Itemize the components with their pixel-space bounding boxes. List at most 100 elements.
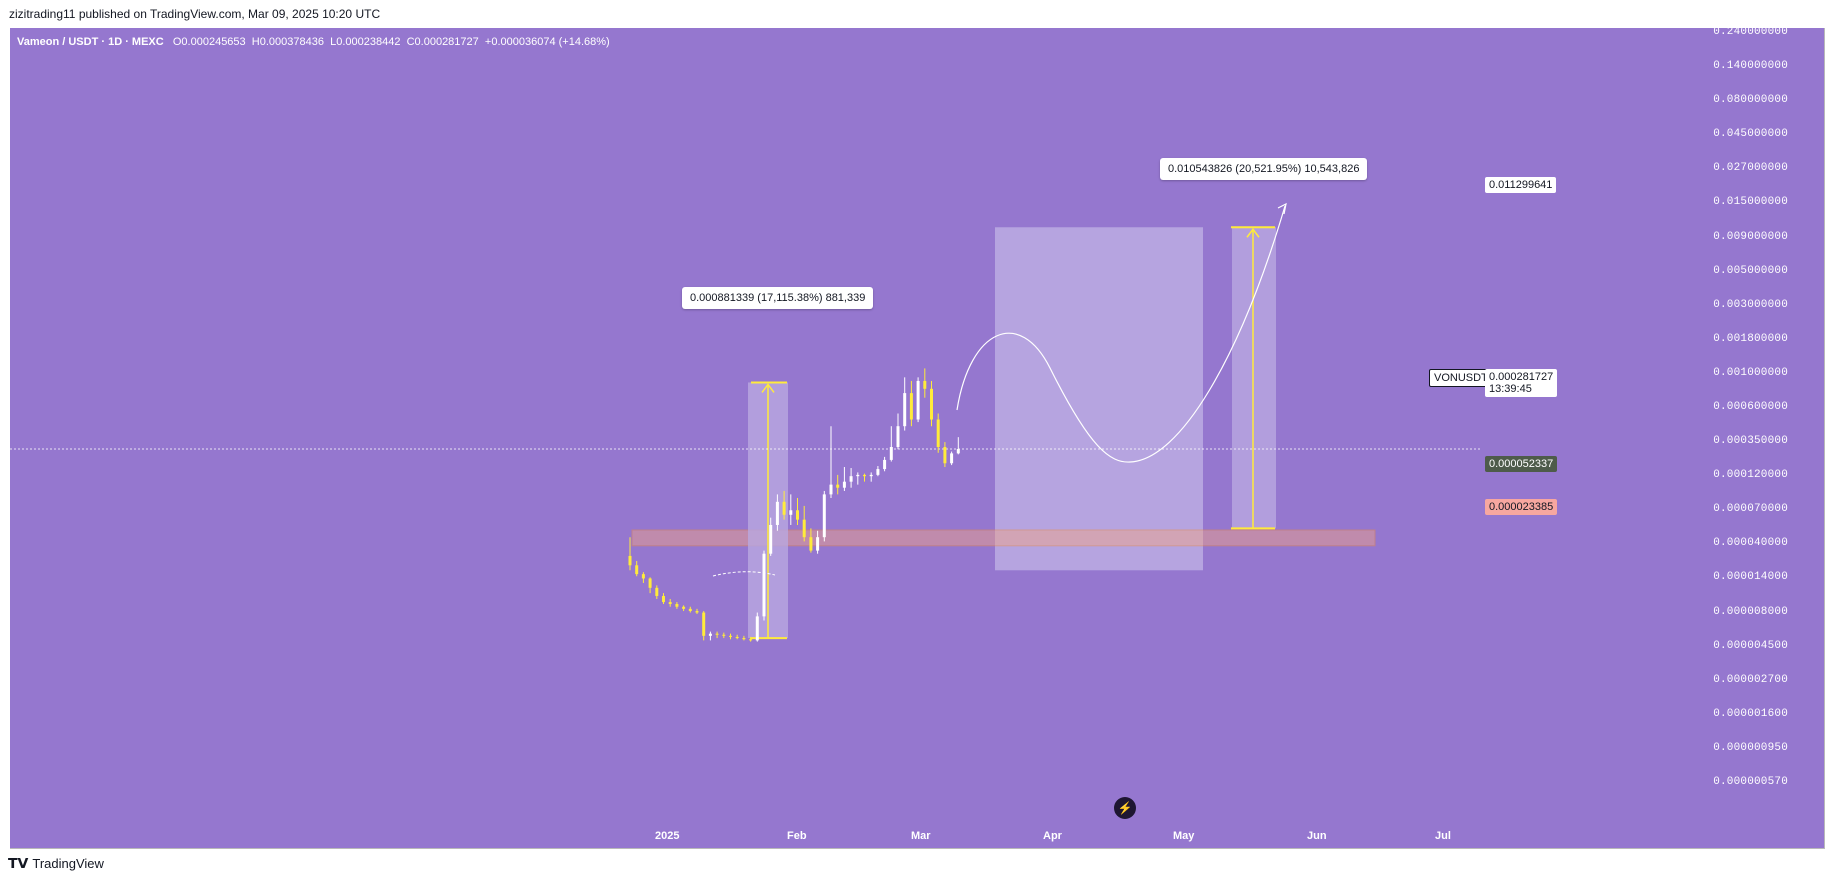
projection-curve — [956, 205, 1286, 463]
price-tick-label: 0.000000570 — [1713, 776, 1788, 788]
candle-body — [769, 524, 773, 554]
measure-box-2 — [1232, 227, 1276, 529]
candle-body — [849, 476, 853, 482]
candle-body — [635, 565, 639, 575]
ohlc-close: C0.000281727 — [406, 36, 479, 48]
chart-canvas[interactable] — [10, 28, 1825, 849]
candle-body — [662, 595, 665, 603]
candle-body — [816, 537, 820, 551]
measure-2-arrowhead — [1246, 228, 1260, 238]
price-tick-label: 0.000014000 — [1713, 571, 1788, 584]
zone-top-tag: 0.000052337 — [1485, 456, 1558, 472]
tradingview-logo: 𝗧𝗩 — [8, 855, 29, 871]
price-tick-label: 0.001800000 — [1713, 332, 1788, 345]
price-tick-label: 0.000002700 — [1713, 673, 1788, 686]
lightning-icon[interactable]: ⚡ — [1114, 797, 1136, 819]
price-tick-label: 0.000001600 — [1713, 707, 1788, 720]
price-tick-label: 0.080000000 — [1713, 94, 1788, 107]
candle-body — [695, 611, 699, 613]
candle-body — [675, 604, 679, 607]
candle-body — [735, 636, 739, 639]
candle-body — [930, 388, 933, 420]
candle-body — [842, 481, 846, 488]
candle-body — [715, 633, 719, 635]
support-zone-box — [631, 529, 1376, 547]
time-tick-label: Mar — [911, 830, 931, 842]
candle-body — [896, 426, 900, 448]
footer-brand: TradingView — [32, 856, 104, 871]
candle-body — [903, 393, 907, 427]
price-tick-label: 0.000350000 — [1713, 435, 1788, 448]
candle-body — [789, 510, 793, 515]
ohlc-change: +0.000036074 (+14.68%) — [484, 36, 610, 48]
time-tick-label: Feb — [787, 830, 807, 842]
price-tick-label: 0.000004500 — [1713, 639, 1788, 652]
candle-body — [782, 501, 786, 515]
candle-body — [749, 639, 753, 641]
candle-body — [809, 537, 813, 551]
measure-1-arrowhead — [761, 383, 775, 393]
candle-body — [822, 494, 826, 538]
zone-bottom-tag: 0.000023385 — [1485, 499, 1558, 515]
candle-body — [836, 484, 840, 488]
candle-body — [682, 606, 686, 609]
price-tick-label: 0.000120000 — [1713, 469, 1788, 482]
price-tick-label: 0.009000000 — [1713, 230, 1788, 243]
time-tick-label: Apr — [1043, 830, 1062, 842]
measure-callout-2: 0.010543826 (20,521.95%) 10,543,826 — [1160, 158, 1368, 180]
price-tick-label: 0.000070000 — [1713, 503, 1788, 516]
base-dotted-curve — [712, 571, 776, 577]
candle-body — [869, 474, 873, 477]
candle-body — [936, 419, 940, 448]
candle-body — [943, 447, 947, 464]
candle-body — [722, 634, 726, 636]
price-tick-label: 0.000600000 — [1713, 401, 1788, 413]
measure-callout-1: 0.000881339 (17,115.38%) 881,339 — [682, 287, 874, 309]
symbol-tag: VONUSDT — [1429, 369, 1493, 387]
projection-box — [995, 227, 1203, 571]
candle-body — [923, 380, 927, 389]
price-tick-label: 0.003000000 — [1713, 298, 1788, 311]
candle-body — [755, 616, 759, 641]
projection-arrowhead — [1277, 202, 1287, 215]
ohlc-low: L0.000238442 — [330, 36, 401, 48]
price-tick-label: 0.000008000 — [1713, 605, 1788, 618]
price-tick-label: 0.140000000 — [1713, 60, 1788, 73]
publish-bar: zizitrading11 published on TradingView.c… — [0, 0, 1835, 28]
price-tick-label: 0.027000000 — [1713, 162, 1788, 175]
candle-body — [641, 574, 645, 579]
price-tick-label: 0.000000950 — [1713, 741, 1788, 754]
price-tick-label: 0.001000000 — [1713, 366, 1788, 379]
candle-body — [648, 578, 652, 588]
symbol-name: Vameon / USDT · 1D · MEXC — [17, 36, 164, 48]
price-tick-label: 0.045000000 — [1713, 128, 1788, 141]
time-tick-label: Jun — [1307, 830, 1327, 842]
price-tick-label: 0.005000000 — [1713, 264, 1788, 277]
candle-body — [775, 501, 779, 525]
candle-body — [856, 474, 860, 477]
bar-countdown: 13:39:45 — [1489, 383, 1532, 395]
candle-body — [863, 474, 866, 477]
candle-body — [876, 469, 880, 475]
time-tick-label: Jul — [1435, 830, 1451, 842]
target-price-tag: 0.011299641 — [1485, 177, 1557, 193]
candle-body — [668, 602, 672, 605]
candle-body — [628, 555, 632, 566]
symbol-legend[interactable]: Vameon / USDT · 1D · MEXC O0.000245653 H… — [17, 36, 610, 48]
candle-body — [688, 608, 692, 612]
time-tick-label: 2025 — [655, 830, 680, 842]
candle-body — [702, 612, 706, 636]
candle-body — [883, 459, 887, 470]
time-tick-label: May — [1173, 830, 1195, 842]
candle-body — [762, 553, 766, 617]
candle-body — [889, 447, 893, 460]
candle-body — [829, 484, 833, 495]
candle-body — [742, 638, 746, 640]
footer: 𝗧𝗩 TradingView — [8, 855, 104, 872]
candle-body — [655, 587, 659, 596]
candle-body — [708, 633, 712, 636]
price-tick-label: 0.240000000 — [1713, 28, 1788, 38]
candle-body — [802, 519, 806, 538]
current-price: 0.000281727 — [1489, 371, 1554, 383]
chart-pane[interactable]: Vameon / USDT · 1D · MEXC O0.000245653 H… — [10, 28, 1825, 849]
